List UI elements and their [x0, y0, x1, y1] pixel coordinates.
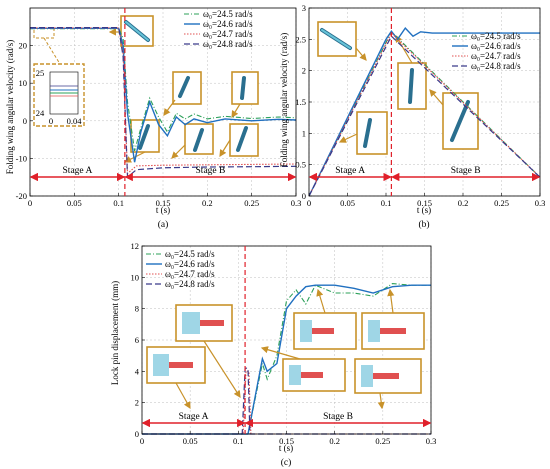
panel-a-legend-entry-3: ω₀=24.7 rad/s [203, 29, 253, 39]
panel-a-ytick: 20 [19, 41, 28, 51]
panel-b-xlabel: t (s) [417, 205, 431, 215]
panel-c-ytick: 6 [135, 335, 139, 345]
panel-b-series-line-4 [308, 35, 541, 197]
panel-a-mechanism-insets [33, 15, 259, 163]
panel-a-xtick: 0.3 [291, 198, 302, 208]
panel-a-xtick: 0.05 [67, 198, 82, 208]
panel-b-stage-b-label: Stage B [451, 166, 481, 176]
panel-c-legend-entry-1: ω₀=24.5 rad/s [165, 249, 215, 259]
panel-c-xtick: 0.2 [329, 436, 340, 446]
panel-c-lock-pin-insets [146, 288, 425, 410]
panel-b-xtick: 0.05 [340, 198, 355, 208]
panel-b-series-line-3 [308, 32, 541, 197]
panel-a-zoom-xtick-0: 0 [49, 116, 53, 126]
panel-b-stage-a-label: Stage A [335, 166, 365, 176]
panel-b-xtick: 0.1 [381, 198, 392, 208]
panel-c-ytick: 2 [135, 398, 139, 408]
panel-c-series-line-1 [142, 283, 431, 435]
panel-c-legend-entry-3: ω₀=24.7 rad/s [165, 269, 215, 279]
panel-b-series-line-2 [308, 26, 540, 197]
panel-b: 0 0.05 0.1 0.15 0.2 0.25 0.300.511.522.53 ω₀=2… [279, 3, 545, 230]
panel-b-ytick: 3 [302, 3, 306, 13]
panel-c-ytick: 10 [131, 272, 140, 282]
panel-c: 0 0.05 0.1 0.15 0.2 0.25 0.3 0 2 4 6 8 10 12 ω₀=24.5 … [110, 241, 436, 468]
panel-b-xtick: 0.25 [494, 198, 509, 208]
panel-b-legend-entry-2: ω₀=24.6 rad/s [471, 41, 521, 51]
panel-c-stage-a-label: Stage A [179, 412, 209, 422]
panel-c-xtick: 0.3 [426, 436, 437, 446]
panel-c-ytick: 8 [135, 304, 139, 314]
panel-a-xlabel: t (s) [156, 205, 170, 215]
panel-c-ytick: 4 [135, 366, 140, 376]
panel-a-zoom-xtick-004: 0.04 [67, 116, 83, 126]
panel-b-ylabel: Folding wing angular velocity (rad/s) [279, 33, 289, 167]
panel-b-legend-entry-1: ω₀=24.5 rad/s [471, 31, 521, 41]
panel-c-xtick: 0.05 [183, 436, 198, 446]
panel-c-series-line-2 [142, 284, 431, 435]
panel-a-xtick: 0.25 [244, 198, 259, 208]
panel-a-series-line-3 [30, 27, 297, 175]
panel-b-xtick: 0 [307, 198, 311, 208]
panel-c-xtick: 0.15 [279, 436, 294, 446]
panel-b-mechanism-insets [317, 21, 479, 155]
panel-c-ylabel: Lock pin displacement (mm) [110, 281, 120, 385]
panel-c-ytick: 0 [135, 429, 139, 439]
panel-a-ytick: -10 [16, 153, 27, 163]
panel-a-ylabel: Folding wing angular velocity (rad/s) [5, 40, 15, 174]
panel-c-xtick: 0 [140, 436, 144, 446]
panel-b-ytick: 2 [302, 66, 306, 76]
panel-c-stage-b-label: Stage B [323, 412, 353, 422]
panel-a-xtick: 0.1 [113, 198, 124, 208]
panel-a-series-line-2 [30, 27, 297, 163]
panel-c-ytick: 12 [131, 241, 140, 251]
panel-a-legend-entry-2: ω₀=24.6 rad/s [203, 19, 253, 29]
panel-a-ytick: 0 [23, 116, 27, 126]
panel-b-xtick: 0.3 [535, 198, 546, 208]
panel-c-xlabel: t (s) [279, 443, 293, 453]
panel-a-zoom-ytick-25: 25 [36, 68, 45, 78]
panel-c-xtick: 0.1 [233, 436, 244, 446]
panel-a-stage-b-label: Stage B [196, 166, 226, 176]
panel-b-xtick: 0.15 [417, 198, 432, 208]
panel-a-xtick: 0.15 [156, 198, 171, 208]
panel-b-sublabel: (b) [418, 219, 429, 230]
panel-c-xtick: 0.25 [375, 436, 390, 446]
panel-a-ytick: 10 [19, 78, 28, 88]
panel-c-legend-entry-4: ω₀=24.8 rad/s [165, 279, 215, 289]
panel-b-ytick: 1.5 [295, 97, 306, 107]
panel-b-ytick: 0.5 [295, 160, 306, 170]
panel-b-ytick: 2.5 [295, 34, 306, 44]
panel-b-ytick: 0 [302, 191, 306, 201]
panel-a-xtick: 0.2 [202, 198, 213, 208]
panel-a-sublabel: (a) [158, 219, 169, 230]
panel-a-legend-entry-4: ω₀=24.8 rad/s [203, 39, 253, 49]
panel-a: 0 0.05 0.1 0.15 0.2 0.25 0.3 -20 -10 0 10 20 ω₀=24.… [5, 7, 302, 230]
panel-c-sublabel: (c) [281, 457, 292, 468]
panel-a-zoom-ytick-24: 24 [36, 108, 45, 118]
panel-a-legend-entry-1: ω₀=24.5 rad/s [203, 9, 253, 19]
panel-a-ytick: -20 [16, 191, 27, 201]
panel-b-legend-entry-3: ω₀=24.7 rad/s [471, 51, 521, 61]
panel-c-legend-entry-2: ω₀=24.6 rad/s [165, 259, 215, 269]
panel-b-legend-entry-4: ω₀=24.8 rad/s [471, 61, 521, 71]
panel-a-xtick: 0 [28, 198, 32, 208]
panel-b-xtick: 0.2 [458, 198, 469, 208]
panel-b-ytick: 1 [302, 128, 306, 138]
panel-a-stage-a-label: Stage A [63, 166, 93, 176]
